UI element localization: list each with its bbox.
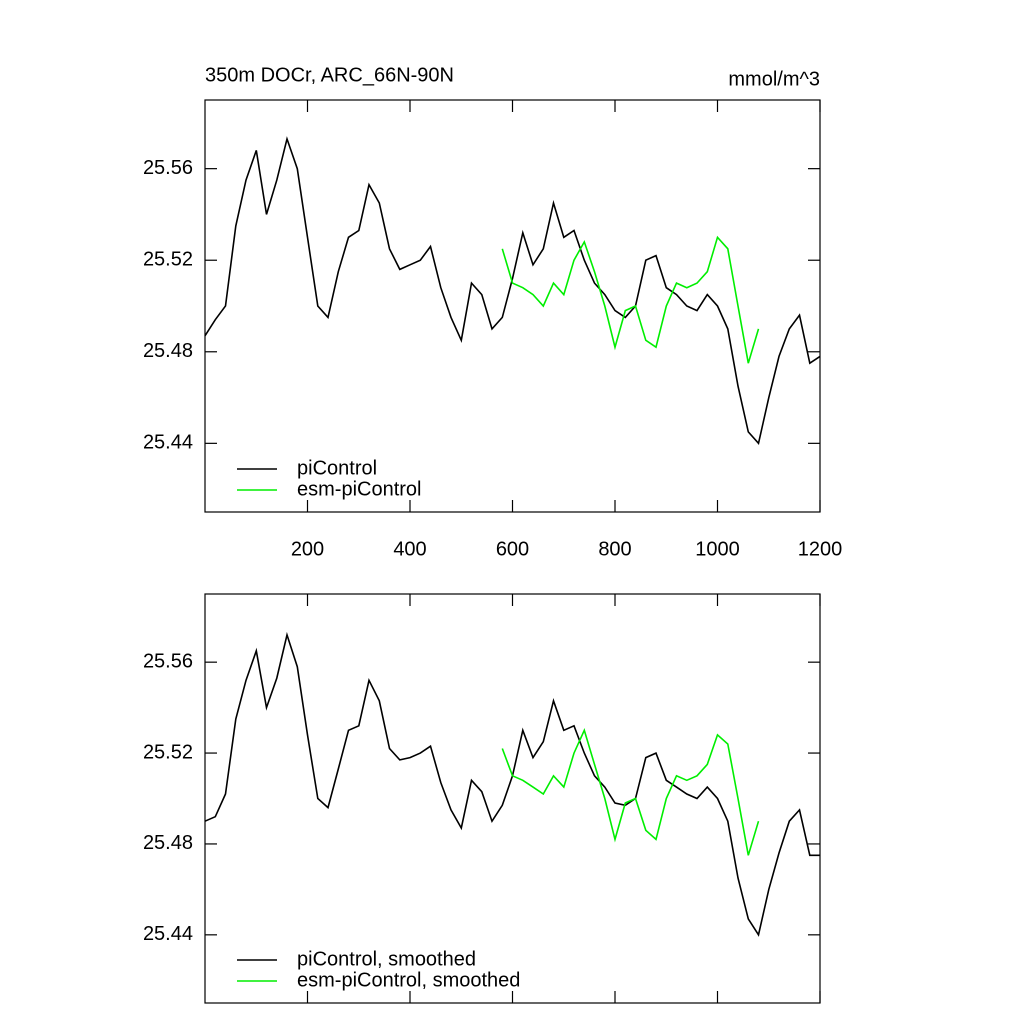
y-tick-label: 25.48 [143, 832, 193, 854]
y-tick-label: 25.56 [143, 157, 193, 179]
y-tick-label: 25.52 [143, 249, 193, 271]
legend-label: esm-piControl, smoothed [297, 969, 520, 991]
x-tick-label: 800 [598, 538, 631, 560]
chart-title: 350m DOCr, ARC_66N-90N [205, 64, 454, 86]
y-tick-label: 25.52 [143, 741, 193, 763]
x-tick-label: 1000 [695, 538, 740, 560]
x-tick-label: 400 [393, 538, 426, 560]
data-line [501, 235, 760, 364]
legend-label: esm-piControl [297, 478, 421, 500]
data-line [204, 136, 821, 445]
y-tick-label: 25.44 [143, 432, 193, 454]
data-line [204, 631, 820, 937]
legend-label: piControl, smoothed [297, 948, 476, 970]
plot-frame [204, 593, 821, 1004]
x-tick-label: 1200 [798, 538, 843, 560]
legend-label: piControl [297, 457, 377, 479]
data-line [501, 728, 760, 856]
units-label: mmol/m^3 [728, 68, 820, 90]
plot-frame [204, 99, 821, 513]
x-tick-label: 200 [291, 538, 324, 560]
y-tick-label: 25.48 [143, 340, 193, 362]
y-tick-label: 25.44 [143, 923, 193, 945]
y-tick-label: 25.56 [143, 650, 193, 672]
x-tick-label: 600 [496, 538, 529, 560]
